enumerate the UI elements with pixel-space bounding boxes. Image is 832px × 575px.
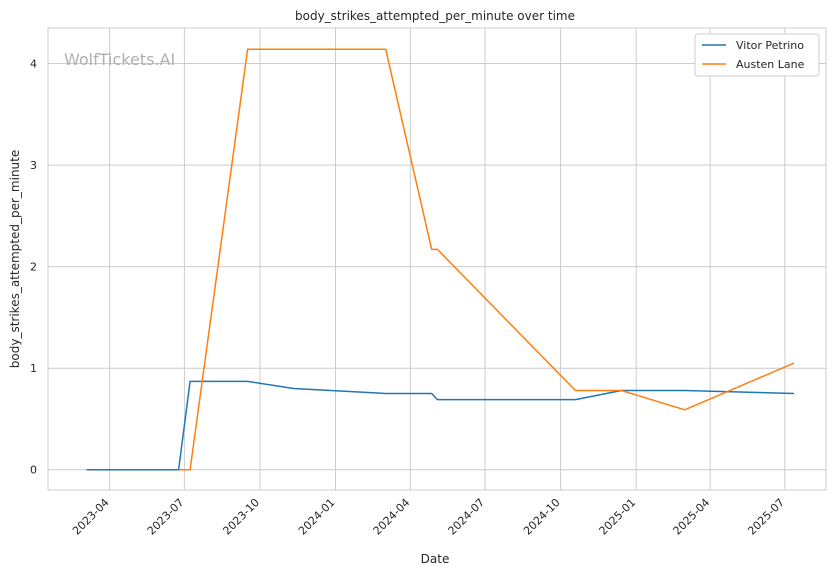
y-tick-label: 4: [30, 58, 37, 71]
chart-title: body_strikes_attempted_per_minute over t…: [295, 9, 575, 23]
plot-area: [47, 27, 827, 491]
watermark: WolfTickets.AI: [64, 50, 175, 69]
y-tick-label: 3: [30, 159, 37, 172]
series-line-vitor-petrino: [86, 380, 795, 471]
y-tick-label: 0: [30, 464, 37, 477]
y-tick-label: 1: [30, 362, 37, 375]
y-tick-labels: 0 1 2 3 4: [30, 58, 37, 477]
y-axis-label: body_strikes_attempted_per_minute: [8, 150, 22, 368]
legend: Vitor Petrino Austen Lane: [694, 33, 820, 77]
y-tick-label: 2: [30, 261, 37, 274]
legend-label-austen-lane: Austen Lane: [736, 58, 805, 71]
legend-label-vitor-petrino: Vitor Petrino: [736, 39, 804, 52]
series-lines: [86, 48, 795, 471]
x-axis-label: Date: [421, 552, 450, 566]
grid: [48, 28, 826, 490]
series-line-austen-lane: [178, 48, 795, 471]
